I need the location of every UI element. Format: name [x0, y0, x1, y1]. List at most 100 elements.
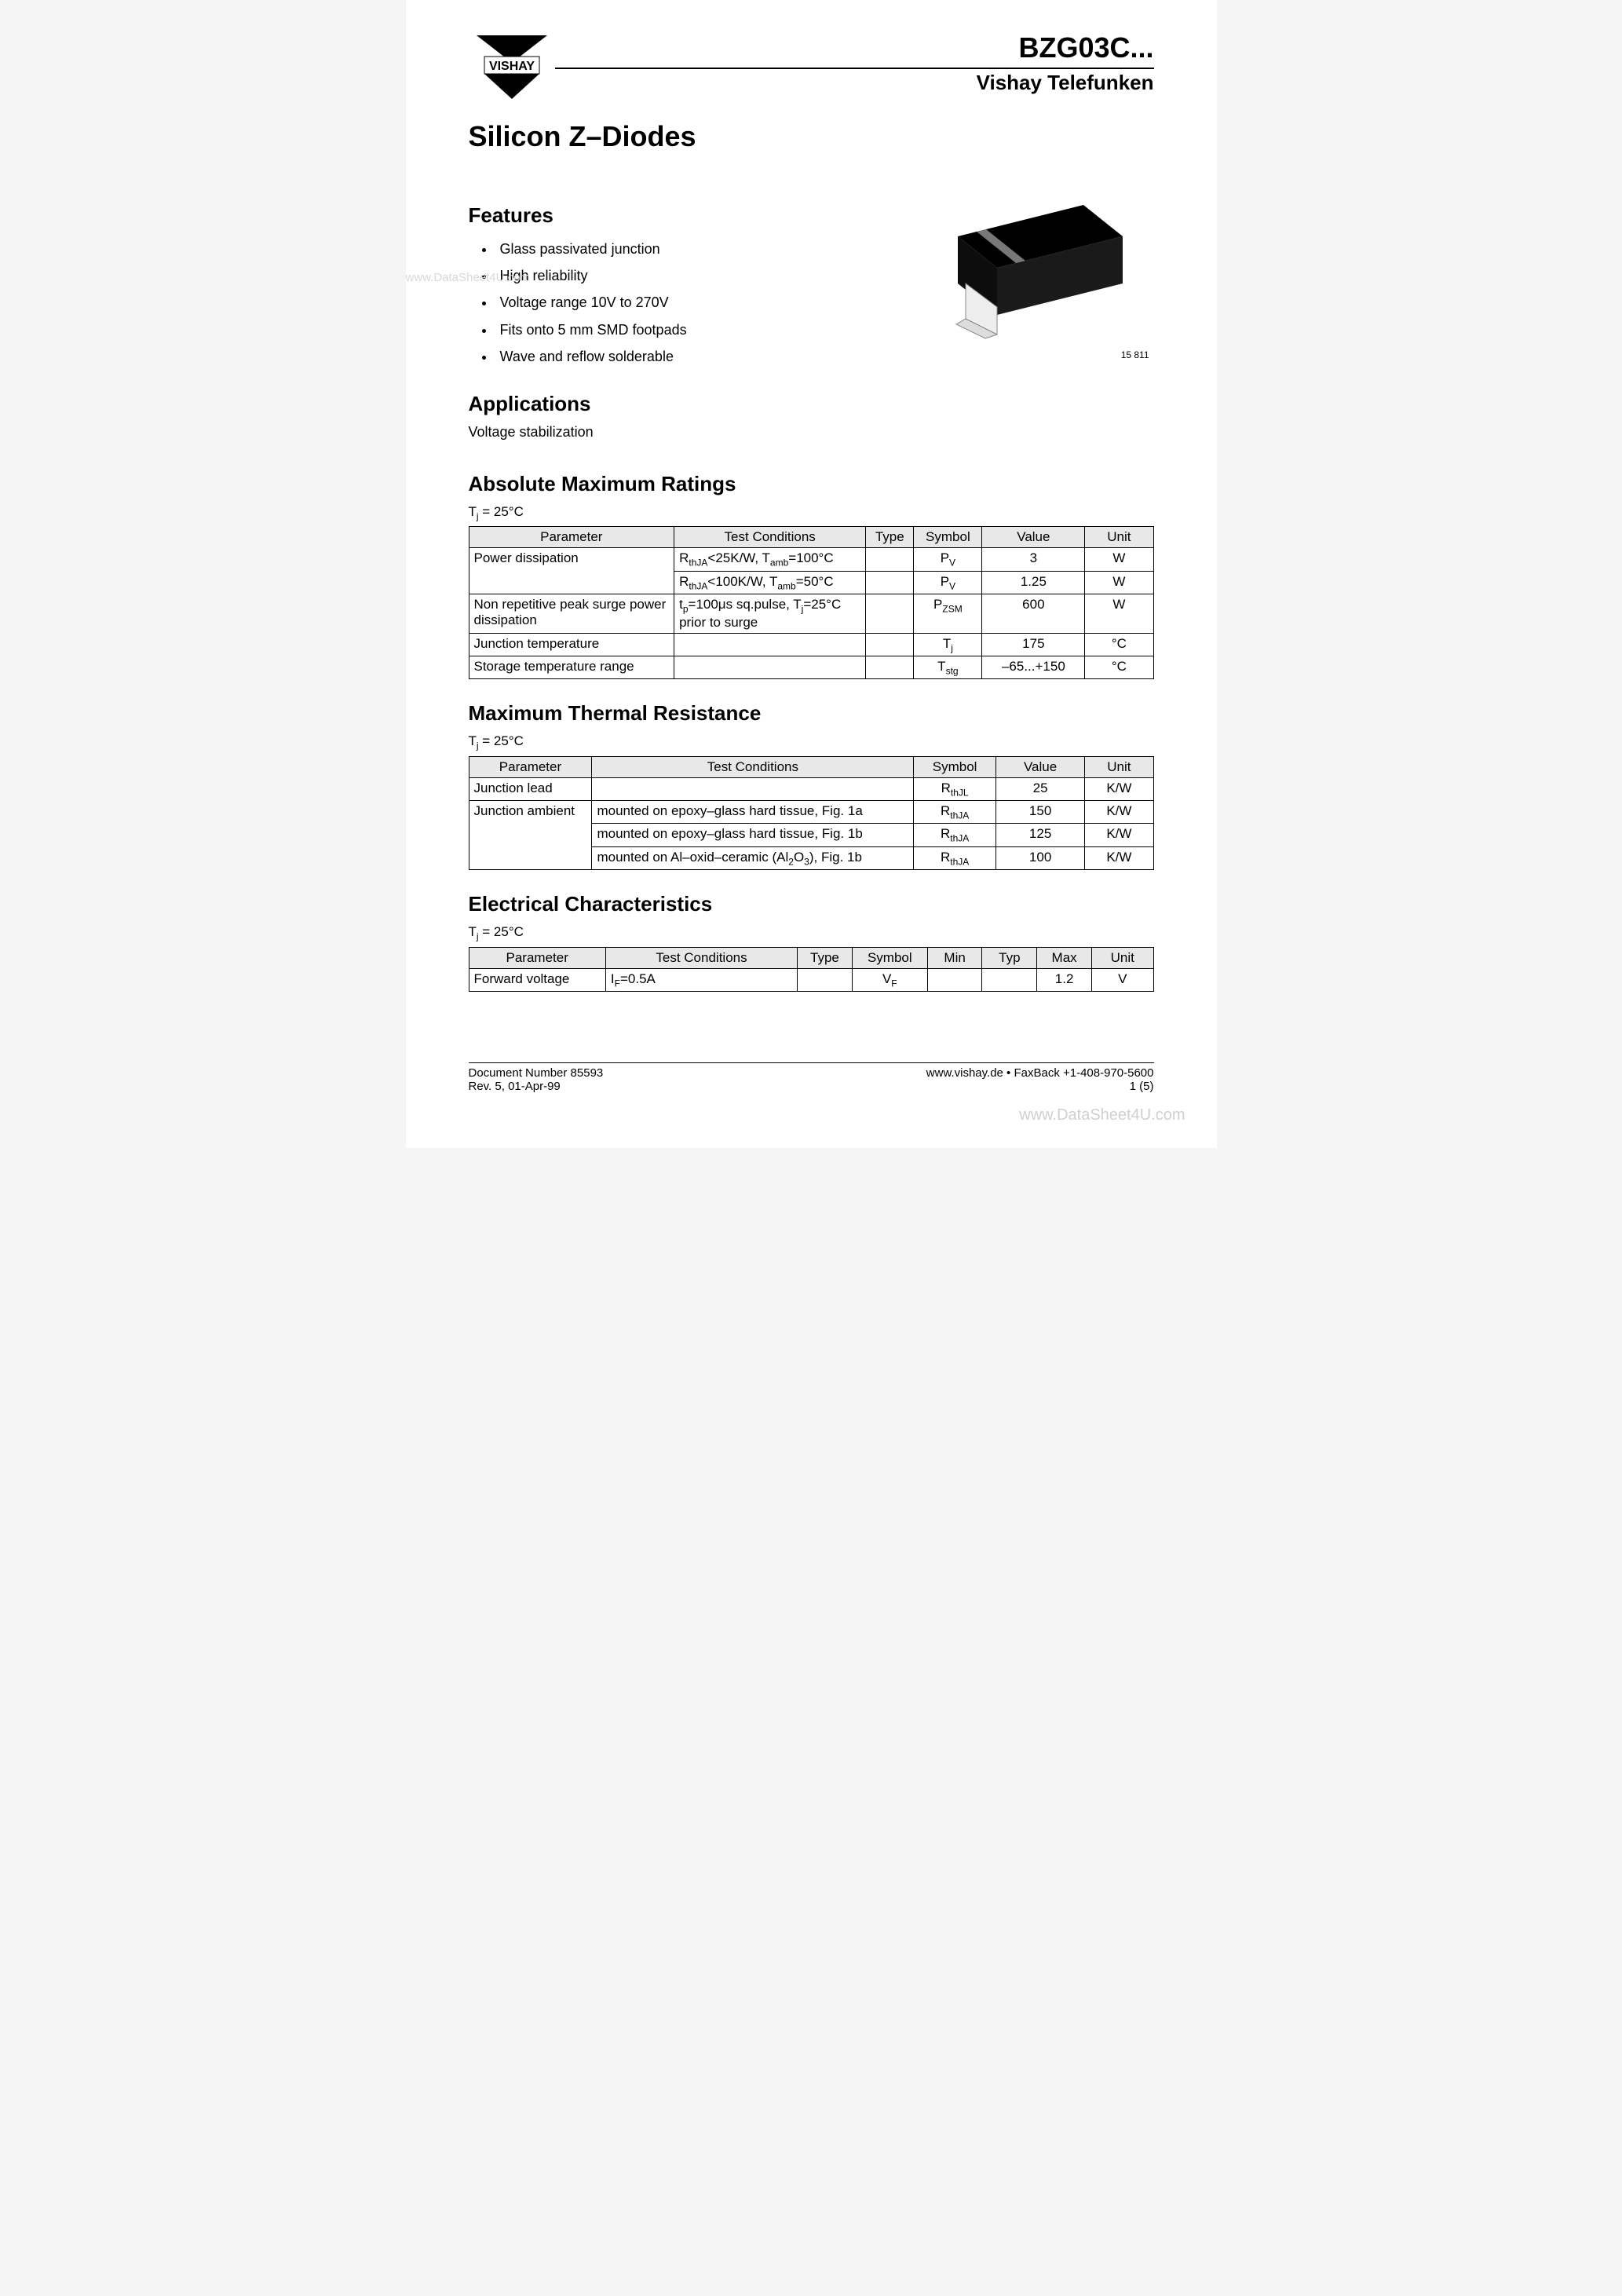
- cell: W: [1085, 548, 1153, 571]
- cell: tp=100μs sq.pulse, Tj=25°C prior to surg…: [674, 594, 866, 633]
- elec-condition: Tj = 25°C: [469, 924, 1154, 941]
- cell: 25: [995, 777, 1084, 800]
- col-parameter: Parameter: [469, 527, 674, 548]
- cell: RthJA: [914, 824, 996, 846]
- applications-heading: Applications: [469, 392, 1154, 416]
- watermark-left: www.DataSheet4U.com: [406, 271, 530, 284]
- cell: [798, 968, 853, 991]
- cell: 100: [995, 846, 1084, 869]
- cell: 3: [982, 548, 1085, 571]
- watermark-bottom-right: www.DataSheet4U.com: [1019, 1106, 1185, 1124]
- page-number: 1 (5): [926, 1080, 1154, 1093]
- doc-number: Document Number 85593: [469, 1066, 604, 1080]
- figure-label: 15 811: [903, 349, 1154, 360]
- cell: [866, 571, 914, 594]
- list-item: Voltage range 10V to 270V: [495, 289, 903, 316]
- col-value: Value: [982, 527, 1085, 548]
- cell: RthJL: [914, 777, 996, 800]
- package-figure: 15 811: [903, 181, 1154, 360]
- thermal-condition: Tj = 25°C: [469, 733, 1154, 751]
- col-conditions: Test Conditions: [605, 947, 797, 968]
- col-symbol: Symbol: [914, 527, 982, 548]
- table-row: Non repetitive peak surge power dissipat…: [469, 594, 1153, 633]
- list-item: Fits onto 5 mm SMD footpads: [495, 316, 903, 343]
- table-row: Storage temperature range Tstg –65...+15…: [469, 656, 1153, 678]
- cell: [592, 777, 914, 800]
- cell: 1.2: [1037, 968, 1092, 991]
- cell: PZSM: [914, 594, 982, 633]
- cell: [866, 633, 914, 656]
- features-heading: Features: [469, 203, 903, 228]
- col-symbol: Symbol: [852, 947, 927, 968]
- col-typ: Typ: [982, 947, 1037, 968]
- thermal-table: Parameter Test Conditions Symbol Value U…: [469, 756, 1154, 871]
- cell: RthJA: [914, 801, 996, 824]
- cell: Storage temperature range: [469, 656, 674, 678]
- svg-text:VISHAY: VISHAY: [488, 60, 534, 73]
- col-parameter: Parameter: [469, 947, 605, 968]
- col-conditions: Test Conditions: [592, 756, 914, 777]
- cell: Forward voltage: [469, 968, 605, 991]
- col-type: Type: [798, 947, 853, 968]
- col-unit: Unit: [1085, 756, 1153, 777]
- cell: PV: [914, 571, 982, 594]
- cell: PV: [914, 548, 982, 571]
- cell: [982, 968, 1037, 991]
- cell: K/W: [1085, 777, 1153, 800]
- amr-heading: Absolute Maximum Ratings: [469, 472, 1154, 496]
- amr-table: Parameter Test Conditions Type Symbol Va…: [469, 526, 1154, 679]
- cell: 1.25: [982, 571, 1085, 594]
- features-list: Glass passivated junction High reliabili…: [469, 236, 903, 370]
- cell: Tstg: [914, 656, 982, 678]
- cell: Power dissipation: [469, 548, 674, 594]
- cell: [866, 656, 914, 678]
- table-row: Junction lead RthJL 25 K/W: [469, 777, 1153, 800]
- cell: °C: [1085, 656, 1153, 678]
- list-item: Wave and reflow solderable: [495, 343, 903, 370]
- footer-rule: [469, 1062, 1154, 1063]
- col-symbol: Symbol: [914, 756, 996, 777]
- cell: [674, 656, 866, 678]
- col-unit: Unit: [1091, 947, 1153, 968]
- cell: K/W: [1085, 846, 1153, 869]
- cell: W: [1085, 594, 1153, 633]
- cell: [866, 594, 914, 633]
- footer-url: www.vishay.de • FaxBack +1-408-970-5600: [926, 1066, 1154, 1080]
- cell: RthJA: [914, 846, 996, 869]
- company-name: Vishay Telefunken: [555, 71, 1154, 95]
- table-row: Forward voltage IF=0.5A VF 1.2 V: [469, 968, 1153, 991]
- datasheet-page: www.DataSheet4U.com VISHAY BZG03C... Vis…: [406, 0, 1217, 1148]
- cell: 150: [995, 801, 1084, 824]
- cell: 600: [982, 594, 1085, 633]
- cell: [866, 548, 914, 571]
- cell: mounted on epoxy–glass hard tissue, Fig.…: [592, 801, 914, 824]
- cell: °C: [1085, 633, 1153, 656]
- cell: Junction ambient: [469, 801, 592, 870]
- cell: IF=0.5A: [605, 968, 797, 991]
- cell: K/W: [1085, 801, 1153, 824]
- part-number: BZG03C...: [555, 31, 1154, 64]
- table-header-row: Parameter Test Conditions Symbol Value U…: [469, 756, 1153, 777]
- col-value: Value: [995, 756, 1084, 777]
- table-row: Junction temperature Tj 175 °C: [469, 633, 1153, 656]
- cell: 175: [982, 633, 1085, 656]
- table-row: Power dissipation RthJA<25K/W, Tamb=100°…: [469, 548, 1153, 571]
- cell: 125: [995, 824, 1084, 846]
- col-type: Type: [866, 527, 914, 548]
- cell: [674, 633, 866, 656]
- amr-condition: Tj = 25°C: [469, 504, 1154, 521]
- header-rule: [555, 68, 1154, 69]
- table-header-row: Parameter Test Conditions Type Symbol Mi…: [469, 947, 1153, 968]
- cell: [927, 968, 982, 991]
- col-max: Max: [1037, 947, 1092, 968]
- thermal-heading: Maximum Thermal Resistance: [469, 701, 1154, 726]
- list-item: Glass passivated junction: [495, 236, 903, 262]
- cell: W: [1085, 571, 1153, 594]
- table-row: Junction ambient mounted on epoxy–glass …: [469, 801, 1153, 824]
- cell: RthJA<25K/W, Tamb=100°C: [674, 548, 866, 571]
- cell: RthJA<100K/W, Tamb=50°C: [674, 571, 866, 594]
- cell: mounted on epoxy–glass hard tissue, Fig.…: [592, 824, 914, 846]
- col-conditions: Test Conditions: [674, 527, 866, 548]
- table-header-row: Parameter Test Conditions Type Symbol Va…: [469, 527, 1153, 548]
- applications-text: Voltage stabilization: [469, 424, 1154, 441]
